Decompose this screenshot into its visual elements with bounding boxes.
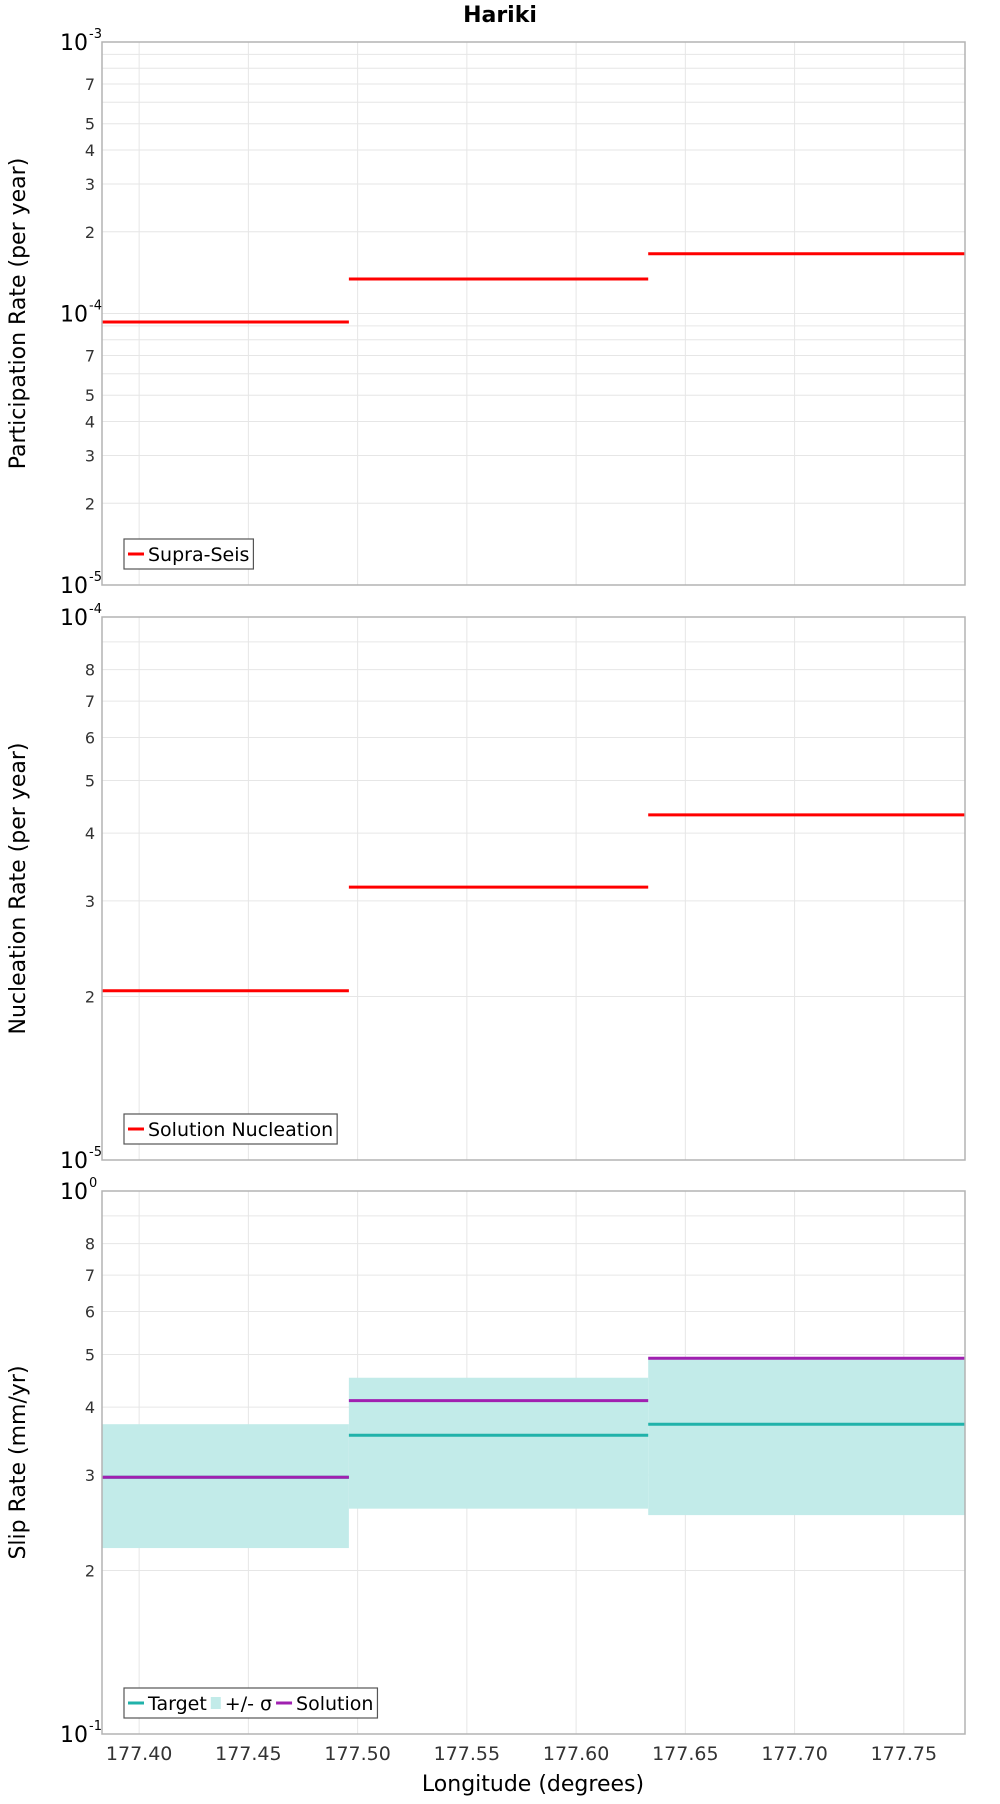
legend-label: Supra-Seis [148,544,249,566]
y-axis-label: Nucleation Rate (per year) [6,743,31,1035]
x-axis-label: Longitude (degrees) [422,1772,644,1797]
y-tick-label: 2 [85,1562,95,1581]
y-decade-label: 10 [60,1723,88,1748]
plot-frame [101,1190,966,1735]
y-decade-label: 10 [60,606,88,631]
y-tick-label: 5 [85,1345,95,1364]
y-decade-exponent: 0 [89,1176,97,1191]
legend-box [123,1113,338,1145]
y-tick-label: 4 [85,141,95,160]
y-decade-exponent: -5 [89,570,102,585]
y-tick-label: 8 [85,661,95,680]
legend-box [123,1687,379,1719]
sigma-band-segment [648,1358,965,1516]
y-tick-label: 7 [85,1266,95,1285]
y-tick-label: 7 [85,692,95,711]
legend-label: Solution Nucleation [148,1119,333,1141]
y-tick-label: 4 [85,824,95,843]
y-axis-label: Slip Rate (mm/yr) [6,1365,31,1559]
y-tick-label: 5 [85,771,95,790]
x-tick-label: 177.75 [871,1743,937,1765]
y-tick-label: 2 [85,494,95,513]
y-axis-label: Participation Rate (per year) [6,158,31,470]
y-decade-label: 10 [60,574,88,599]
y-decade-label: 10 [60,1180,88,1205]
y-decade-exponent: -3 [89,27,102,42]
sigma-band-segment [348,1377,649,1509]
y-tick-label: 4 [85,413,95,432]
y-tick-label: 3 [85,1466,95,1485]
legend-swatch [210,1697,221,1709]
x-tick-label: 177.70 [761,1743,827,1765]
y-decade-exponent: -4 [89,602,102,617]
figure-title: Hariki [463,3,537,28]
plot-frame [101,41,966,586]
y-tick-label: 5 [85,115,95,134]
legend: Supra-Seis [123,538,255,570]
y-decade-exponent: -1 [89,1719,102,1734]
y-tick-label: 3 [85,446,95,465]
y-tick-label: 2 [85,988,95,1007]
y-decade-label: 10 [60,303,88,328]
y-tick-label: 6 [85,728,95,747]
y-tick-label: 5 [85,386,95,405]
y-decade-exponent: -4 [89,299,102,314]
y-tick-label: 8 [85,1235,95,1254]
y-tick-label: 6 [85,1302,95,1321]
legend-label: Target [147,1693,207,1715]
y-decade-label: 10 [60,31,88,56]
y-tick-label: 3 [85,175,95,194]
y-tick-label: 3 [85,892,95,911]
y-tick-label: 2 [85,223,95,242]
x-tick-label: 177.60 [543,1743,609,1765]
legend-label: Solution [296,1693,373,1715]
y-tick-label: 7 [85,75,95,94]
x-tick-label: 177.40 [106,1743,172,1765]
x-tick-label: 177.45 [215,1743,281,1765]
y-tick-label: 4 [85,1398,95,1417]
y-decade-exponent: -5 [89,1145,102,1160]
legend: Target +/- σ Solution [123,1687,379,1719]
legend-label: +/- σ [225,1693,272,1715]
y-decade-label: 10 [60,1149,88,1174]
x-tick-label: 177.55 [434,1743,500,1765]
sigma-band-segment [102,1424,349,1549]
x-tick-label: 177.50 [324,1743,390,1765]
y-tick-label: 7 [85,347,95,366]
x-tick-label: 177.65 [652,1743,718,1765]
legend-box [123,538,255,570]
legend: Solution Nucleation [123,1113,338,1145]
plot-frame [101,616,966,1161]
